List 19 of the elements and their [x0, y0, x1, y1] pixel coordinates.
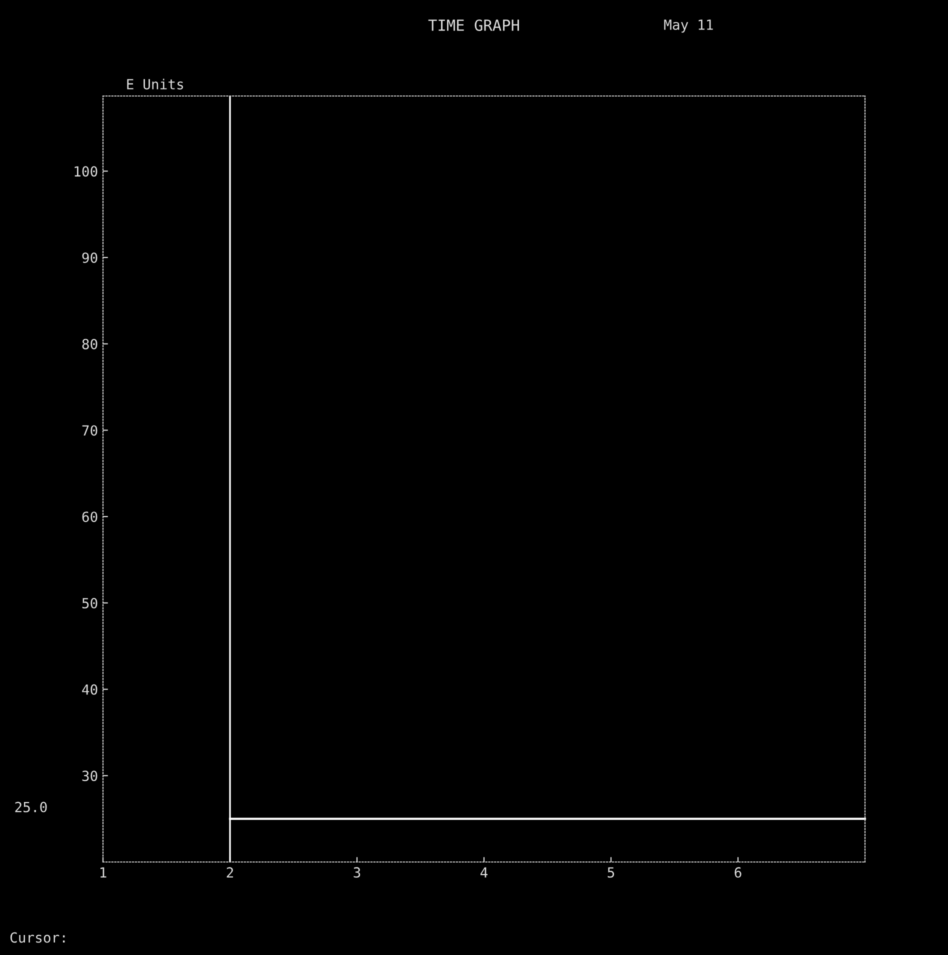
- x-tick-label: 6: [734, 867, 742, 878]
- y-tick-label: 50: [82, 598, 98, 608]
- x-tick-label: 5: [608, 867, 614, 878]
- y-tick-label: 90: [82, 252, 98, 263]
- y-axis-title: E Units: [127, 78, 184, 90]
- x-tick-label: 3: [354, 867, 360, 878]
- y-tick-label: 80: [82, 338, 98, 350]
- text: May 11: [664, 20, 713, 33]
- y-tick-label: 100: [74, 166, 98, 177]
- text: Cursor:: [10, 932, 65, 943]
- y-tick-label: 60: [82, 512, 98, 522]
- chart-title: TIME GRAPH: [428, 19, 519, 32]
- x-tick-label: 2: [226, 867, 233, 878]
- x-tick-label: 1: [100, 867, 106, 878]
- y-tick-label: 30: [82, 770, 98, 782]
- y-tick-label: 40: [82, 684, 98, 695]
- text: 25.0: [15, 802, 47, 812]
- y-tick-label: 70: [82, 425, 98, 436]
- x-tick-label: 4: [480, 867, 488, 878]
